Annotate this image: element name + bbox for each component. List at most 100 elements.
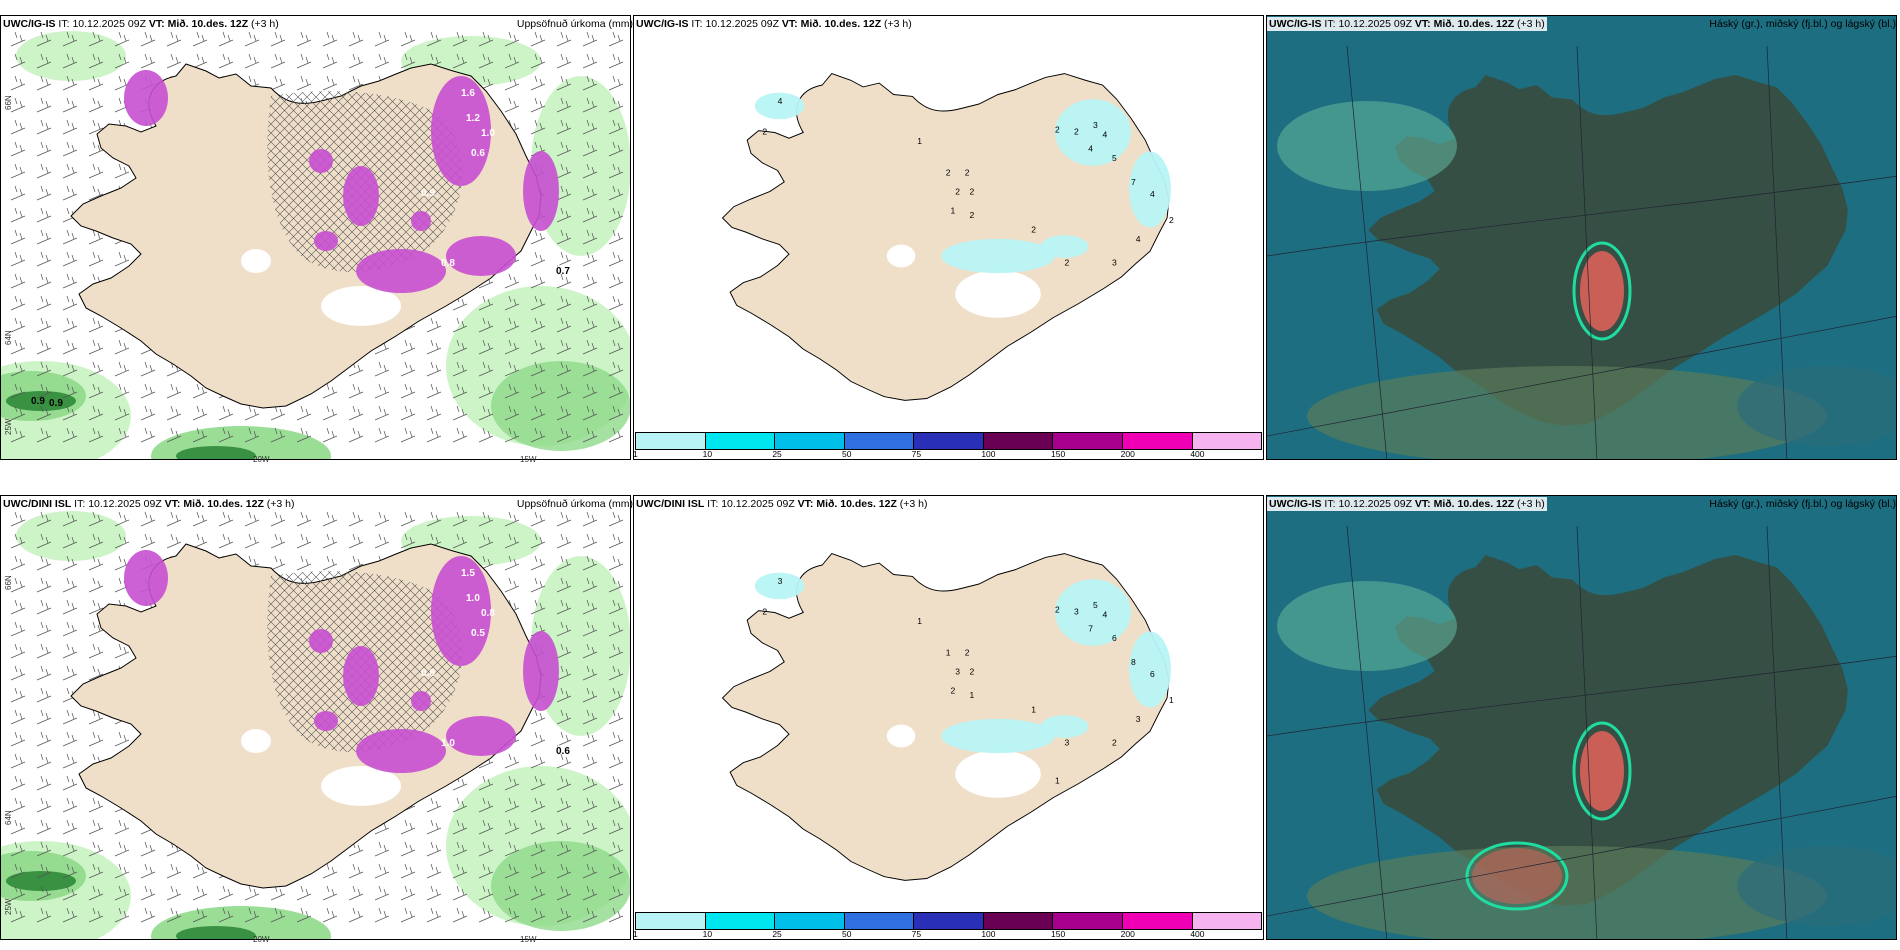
- high-cloud-core: [1472, 848, 1562, 904]
- precip-value-label: 4: [778, 96, 783, 106]
- wind-speed-area: [16, 511, 126, 561]
- colorbar-tick-label: 100: [981, 449, 996, 459]
- precip-value-label: 2: [762, 126, 767, 136]
- colorbar-tick-label: 50: [842, 929, 852, 939]
- precip-blob: [431, 76, 491, 186]
- value-label: 0.8: [441, 258, 455, 269]
- glacier-patch: [241, 729, 271, 753]
- panel-title: UWC/DINI ISL IT: 10.12.2025 09Z VT: Mið.…: [634, 497, 930, 511]
- lat-label: 64N: [4, 330, 13, 345]
- precip-blob: [411, 211, 431, 231]
- value-label: 0.9: [49, 398, 63, 409]
- precip-value-label: 1: [917, 616, 922, 626]
- panel-wind-dini: 1.5 1.0 0.8 0.5 0.8 1.0 0.6 0.6: [0, 495, 631, 940]
- precip-value-label: 2: [970, 666, 975, 676]
- precip-area: [1040, 715, 1089, 738]
- colorbar-cell: [1192, 913, 1262, 929]
- precip-area: [941, 718, 1055, 754]
- precip-value-label: 4: [1103, 129, 1108, 139]
- precip-value-label: 1: [1055, 776, 1060, 786]
- colorbar-cells: [635, 912, 1262, 930]
- mid-cloud-area: [1307, 846, 1827, 939]
- wind-speed-area: [491, 841, 630, 931]
- lat-label: 25W: [4, 898, 13, 915]
- lon-label: 20W: [253, 935, 270, 944]
- wind-speed-area: [6, 871, 76, 891]
- colorbar-tick-label: 10: [702, 449, 713, 459]
- vt-label: VT:: [1414, 498, 1431, 510]
- value-label: 0.9: [421, 188, 435, 199]
- precip-blob: [314, 711, 338, 731]
- precip-value-label: 3: [1136, 714, 1141, 724]
- precip-value-label: 2: [946, 167, 951, 177]
- precip-area: [754, 572, 805, 600]
- high-cloud-edge: [1572, 241, 1632, 341]
- glacier-patch: [955, 750, 1041, 798]
- value-label: 1.5: [461, 568, 475, 579]
- lon-label: 15W: [520, 455, 537, 464]
- value-label: 0.8: [421, 668, 435, 679]
- value-label: 0.6: [471, 148, 485, 159]
- cloud-map: [1267, 16, 1896, 459]
- precip-value-label: 4: [1136, 234, 1141, 244]
- precip-blob: [314, 231, 338, 251]
- lat-label: 66N: [4, 575, 13, 590]
- panel-variable-title: Háský (gr.), miðský (fj.bl.) og lágský (…: [1709, 498, 1896, 510]
- precip-area: [1055, 99, 1131, 166]
- precip-blob: [356, 249, 446, 293]
- high-cloud-edge: [1465, 841, 1569, 911]
- panel-title: UWC/IG-IS IT: 10.12.2025 09Z VT: Mið. 10…: [1267, 17, 1547, 31]
- it-label: IT:: [707, 498, 719, 510]
- precip-blob: [411, 691, 431, 711]
- cloud-map: [1267, 496, 1896, 939]
- colorbar-cell: [983, 913, 1054, 929]
- low-cloud-area: [1277, 581, 1457, 671]
- wind-map: 1.6 1.21.0 0.6 0.9 0.8 0.70.7 0.9 0.9: [1, 16, 630, 459]
- precip-value-label: 2: [965, 167, 970, 177]
- precip-value-label: 2: [1169, 215, 1174, 225]
- precip-value-label: 3: [1112, 258, 1117, 268]
- lead-time: (+3 h): [266, 498, 295, 510]
- glacier-patch: [321, 286, 401, 326]
- precip-value-label: 4: [1103, 609, 1108, 619]
- mid-cloud-area: [1307, 366, 1827, 459]
- value-label: 1.0: [441, 738, 455, 749]
- vt-label: VT:: [148, 18, 165, 30]
- precip-value-label: 2: [970, 210, 975, 220]
- lat-label: 25W: [4, 418, 13, 435]
- high-cloud-core: [1580, 251, 1624, 331]
- low-cloud-area: [1277, 101, 1457, 191]
- value-label: 0.6: [556, 746, 570, 757]
- precip-area: [1055, 579, 1131, 646]
- it-value: 10.12.2025 09Z: [72, 18, 146, 30]
- precip-value-label: 7: [1131, 177, 1136, 187]
- precip-value-label: 1: [970, 690, 975, 700]
- vt-value: Mið. 10.des. 12Z: [1433, 498, 1515, 510]
- value-label: 0.5: [471, 628, 485, 639]
- it-label: IT:: [1324, 18, 1336, 30]
- value-label: 1.0: [466, 593, 480, 604]
- value-label: 0.6: [546, 743, 560, 754]
- panel-cloud-igis: [1266, 15, 1897, 460]
- panel-title: UWC/DINI ISL IT: 10.12.2025 09Z VT: Mið.…: [1, 497, 297, 511]
- low-cloud-area: [1737, 366, 1896, 446]
- colorbar-cell: [844, 433, 915, 449]
- lead-time: (+3 h): [884, 18, 912, 30]
- precip-value-label: 5: [1112, 153, 1117, 163]
- vt-label: VT:: [1414, 18, 1431, 30]
- lon-label: 15W: [520, 935, 537, 944]
- precip-value-label: 2: [1074, 126, 1079, 136]
- panel-variable-title: Háský (gr.), miðský (fj.bl.) og lágský (…: [1709, 18, 1896, 30]
- value-label: 1.2: [466, 113, 480, 124]
- colorbar-ticks: 1 10 25 50 75 100 150 200 400: [633, 449, 1262, 459]
- precip-value-label: 2: [1031, 224, 1036, 234]
- precip-area: [1129, 151, 1171, 228]
- precip-blob: [343, 166, 379, 226]
- precip-value-label: 2: [762, 606, 767, 616]
- wind-speed-area: [176, 446, 256, 459]
- lead-time: (+3 h): [251, 18, 279, 30]
- lon-label: 20W: [253, 455, 270, 464]
- precip-blob: [431, 556, 491, 666]
- iceland-land: [721, 73, 1170, 401]
